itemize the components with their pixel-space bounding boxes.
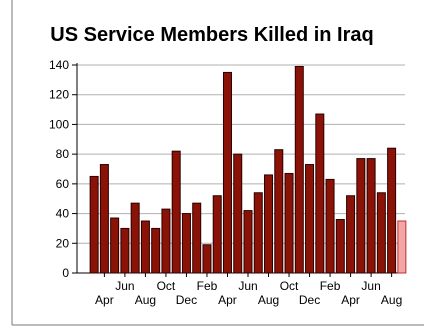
x-tick-label-upper: Feb <box>197 279 218 293</box>
bar <box>315 113 325 274</box>
x-tick-label-lower: Apr <box>218 293 237 307</box>
bar <box>346 195 356 274</box>
x-tick-label-lower: Dec <box>176 293 197 307</box>
bar <box>140 220 150 274</box>
x-tick-label-upper: Jun <box>238 279 257 293</box>
bar <box>181 213 191 274</box>
y-tick-label: 40 <box>56 207 70 221</box>
bar <box>274 149 284 274</box>
bar <box>335 219 345 274</box>
y-tick-label: 120 <box>49 88 69 102</box>
bar <box>253 192 263 274</box>
bar <box>356 158 366 274</box>
y-tick-label: 20 <box>56 236 70 250</box>
bar <box>387 147 397 274</box>
bar <box>222 71 232 274</box>
chart-title: US Service Members Killed in Iraq <box>50 24 374 46</box>
bar <box>151 227 161 274</box>
bar <box>233 153 243 274</box>
bar <box>264 174 274 274</box>
bar <box>202 244 212 274</box>
bar <box>212 195 222 274</box>
bar <box>130 202 140 274</box>
bar <box>120 227 130 274</box>
y-tick-label: 0 <box>62 266 69 280</box>
bar <box>376 192 386 274</box>
y-tick-label: 60 <box>56 177 70 191</box>
bar <box>366 158 376 274</box>
bar <box>89 175 99 274</box>
x-tick-label-lower: Aug <box>135 293 156 307</box>
bar <box>325 178 335 274</box>
bar <box>294 65 304 274</box>
bar <box>243 210 253 274</box>
x-tick-label-upper: Oct <box>157 279 176 293</box>
y-tick-label: 100 <box>49 117 69 131</box>
x-tick-label-lower: Aug <box>381 293 402 307</box>
x-tick-label-upper: Jun <box>115 279 134 293</box>
x-tick-label-upper: Oct <box>280 279 299 293</box>
x-tick-label-lower: Apr <box>341 293 360 307</box>
bar <box>99 164 109 274</box>
bar <box>171 150 181 274</box>
x-tick-label-lower: Dec <box>299 293 320 307</box>
x-tick-label-upper: Feb <box>320 279 341 293</box>
bar <box>110 217 120 274</box>
bar <box>161 208 171 274</box>
bar <box>284 172 294 274</box>
bar <box>192 202 202 274</box>
y-tick-label: 80 <box>56 147 70 161</box>
x-tick-label-lower: Aug <box>258 293 279 307</box>
x-tick-label-lower: Apr <box>95 293 114 307</box>
bar-partial <box>397 220 407 274</box>
x-tick-label-upper: Jun <box>361 279 380 293</box>
bar <box>305 164 315 274</box>
y-tick-label: 140 <box>49 58 69 72</box>
